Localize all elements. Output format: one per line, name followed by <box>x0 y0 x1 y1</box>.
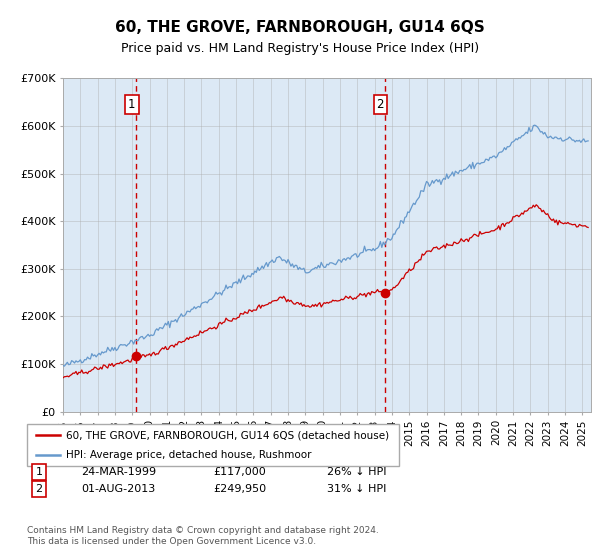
Text: £117,000: £117,000 <box>213 467 266 477</box>
Text: Price paid vs. HM Land Registry's House Price Index (HPI): Price paid vs. HM Land Registry's House … <box>121 42 479 55</box>
Text: 60, THE GROVE, FARNBOROUGH, GU14 6QS (detached house): 60, THE GROVE, FARNBOROUGH, GU14 6QS (de… <box>66 430 389 440</box>
Text: 2: 2 <box>35 484 43 494</box>
Text: 01-AUG-2013: 01-AUG-2013 <box>81 484 155 494</box>
Text: 24-MAR-1999: 24-MAR-1999 <box>81 467 156 477</box>
Text: 1: 1 <box>35 467 43 477</box>
Text: 2: 2 <box>377 98 384 111</box>
Text: 60, THE GROVE, FARNBOROUGH, GU14 6QS: 60, THE GROVE, FARNBOROUGH, GU14 6QS <box>115 20 485 35</box>
Text: Contains HM Land Registry data © Crown copyright and database right 2024.
This d: Contains HM Land Registry data © Crown c… <box>27 526 379 546</box>
Text: 26% ↓ HPI: 26% ↓ HPI <box>327 467 386 477</box>
Text: £249,950: £249,950 <box>213 484 266 494</box>
FancyBboxPatch shape <box>27 424 399 466</box>
Text: HPI: Average price, detached house, Rushmoor: HPI: Average price, detached house, Rush… <box>66 450 311 460</box>
Text: 31% ↓ HPI: 31% ↓ HPI <box>327 484 386 494</box>
Text: 1: 1 <box>128 98 136 111</box>
